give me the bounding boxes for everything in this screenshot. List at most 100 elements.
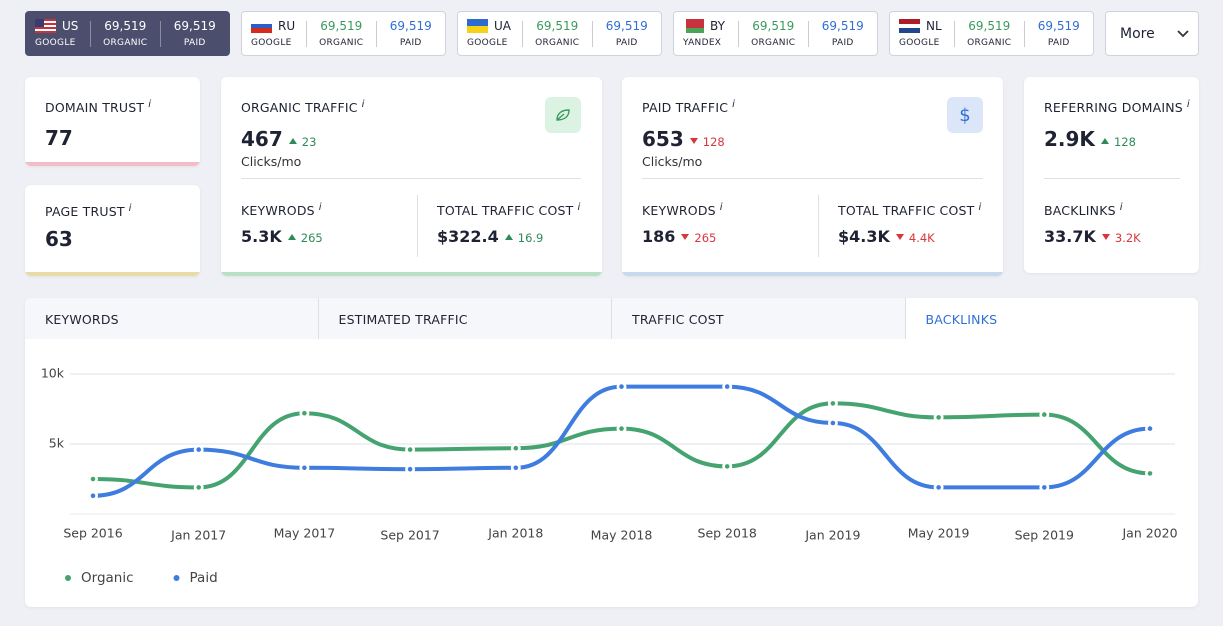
- flag: [899, 19, 920, 33]
- point: [513, 445, 519, 451]
- info[interactable]: i: [361, 99, 365, 110]
- point: [936, 485, 941, 490]
- flag: [467, 19, 488, 33]
- value: 653 128: [642, 127, 725, 151]
- x-tick-label: Jan 2020: [1121, 526, 1177, 541]
- region-pill[interactable]: UA GOOGLE 69,519 ORGANIC 69,519 PAID: [457, 11, 662, 56]
- info[interactable]: i: [128, 203, 132, 214]
- paid-label: PAID: [183, 38, 206, 48]
- x-tick-label: Sep 2019: [1015, 528, 1074, 543]
- paid: 69,519 PAID: [593, 19, 662, 48]
- divider: [90, 20, 91, 47]
- flag: [35, 19, 56, 33]
- card-label: BACKLINKS i: [1044, 202, 1123, 218]
- region-pill[interactable]: US GOOGLE 69,519 ORGANIC 69,519 PAID: [25, 11, 230, 56]
- change: 3.2K: [1102, 231, 1141, 245]
- paid-traffic-card: PAID TRAFFIC i $ 653 128 Clicks/mo KEYWROD…: [622, 77, 1003, 276]
- point: [90, 493, 96, 499]
- value: 467 23: [241, 127, 316, 151]
- value-text: 5.3K: [241, 227, 282, 246]
- info[interactable]: i: [318, 202, 322, 213]
- organic-value: 69,519: [320, 19, 363, 33]
- organic-value: 69,519: [536, 19, 579, 33]
- paid: 69,519 PAID: [161, 19, 230, 48]
- tab[interactable]: KEYWORDS: [25, 298, 319, 339]
- info[interactable]: i: [1186, 99, 1190, 110]
- divider: [159, 20, 161, 47]
- x-tick-label: May 2018: [591, 528, 653, 543]
- series-line: [91, 384, 1152, 498]
- info[interactable]: i: [978, 202, 982, 213]
- chart-card: KEYWORDS ESTIMATED TRAFFIC TRAFFIC COST …: [25, 298, 1198, 607]
- paid-value: 69,519: [173, 19, 216, 33]
- y-tick-label: 10k: [41, 366, 65, 381]
- tab[interactable]: TRAFFIC COST: [612, 298, 906, 339]
- region-top: NL: [899, 19, 954, 33]
- label: DOMAIN TRUST: [45, 100, 145, 116]
- engine: GOOGLE: [35, 38, 76, 48]
- value-text: $322.4: [437, 227, 499, 246]
- card-label: DOMAIN TRUST i: [45, 99, 151, 115]
- divider: [738, 20, 739, 47]
- label: TOTAL TRAFFIC COST: [838, 203, 975, 219]
- x-tick-label: Jan 2017: [170, 528, 226, 543]
- paid: 69,519 PAID: [1025, 19, 1094, 48]
- value-text: 2.9K: [1044, 127, 1095, 151]
- label: PAGE TRUST: [45, 204, 125, 220]
- change: 128: [690, 135, 725, 149]
- chart: 5k 10k Sep 2016 Jan 2017 May 2017 Sep 2017 Jan…: [41, 366, 1178, 587]
- region: UA GOOGLE: [458, 19, 522, 48]
- organic: 69,519 ORGANIC: [955, 19, 1024, 48]
- label: KEYWRODS: [642, 203, 716, 219]
- info[interactable]: i: [577, 202, 581, 213]
- label: REFERRING DOMAINS: [1044, 100, 1183, 116]
- info[interactable]: i: [719, 202, 723, 213]
- change: 16.9: [505, 231, 544, 245]
- more-button[interactable]: More: [1105, 11, 1199, 56]
- value: 33.7K 3.2K: [1044, 227, 1141, 246]
- strip: [221, 272, 602, 276]
- x-tick-label: Sep 2017: [380, 528, 439, 543]
- x-tick-label: Jan 2018: [487, 526, 543, 541]
- organic-traffic-card: ORGANIC TRAFFIC i 467 23 Clicks/mo KEYWROD…: [221, 77, 602, 276]
- point: [724, 384, 730, 389]
- change: 4.4K: [896, 231, 935, 245]
- point: [830, 401, 836, 406]
- divider: [591, 20, 593, 47]
- region-pill[interactable]: NL GOOGLE 69,519 ORGANIC 69,519 PAID: [889, 11, 1094, 56]
- card-value: 77: [45, 126, 73, 150]
- divider: [1023, 20, 1025, 47]
- engine: YANDEX: [683, 38, 722, 48]
- divider: [522, 20, 523, 47]
- country-code: RU: [278, 19, 296, 33]
- point: [1147, 426, 1153, 431]
- info[interactable]: i: [1119, 202, 1123, 213]
- cost-label: TOTAL TRAFFIC COST i: [838, 202, 981, 218]
- card-label: ORGANIC TRAFFIC i: [241, 99, 365, 115]
- organic-label: ORGANIC: [751, 38, 796, 48]
- organic-value: 69,519: [968, 19, 1011, 33]
- organic-value: 69,519: [104, 19, 147, 33]
- strip: [25, 162, 200, 166]
- series-line: [91, 401, 1152, 490]
- region-top: US: [35, 19, 90, 33]
- country-code: UA: [494, 19, 511, 33]
- engine: GOOGLE: [899, 38, 940, 48]
- kw-label: KEYWRODS i: [642, 202, 723, 218]
- region-pill[interactable]: BY YANDEX 69,519 ORGANIC 69,519 PAID: [673, 11, 878, 56]
- tab[interactable]: ESTIMATED TRAFFIC: [319, 298, 612, 339]
- region-pill[interactable]: RU GOOGLE 69,519 ORGANIC 69,519 PAID: [241, 11, 446, 56]
- organic: 69,519 ORGANIC: [307, 19, 376, 48]
- card-label: REFERRING DOMAINS i: [1044, 99, 1190, 115]
- info[interactable]: i: [148, 99, 152, 110]
- country-code: US: [62, 19, 79, 33]
- organic-label: ORGANIC: [967, 38, 1012, 48]
- paid-label: PAID: [1047, 38, 1070, 48]
- x-tick-label: May 2019: [908, 526, 970, 541]
- point: [196, 447, 201, 452]
- point: [1147, 471, 1153, 476]
- tab-active[interactable]: BACKLINKS: [905, 298, 1198, 339]
- info[interactable]: i: [732, 99, 736, 110]
- paid-label: PAID: [399, 38, 422, 48]
- cost-value: $322.4 16.9: [437, 227, 543, 246]
